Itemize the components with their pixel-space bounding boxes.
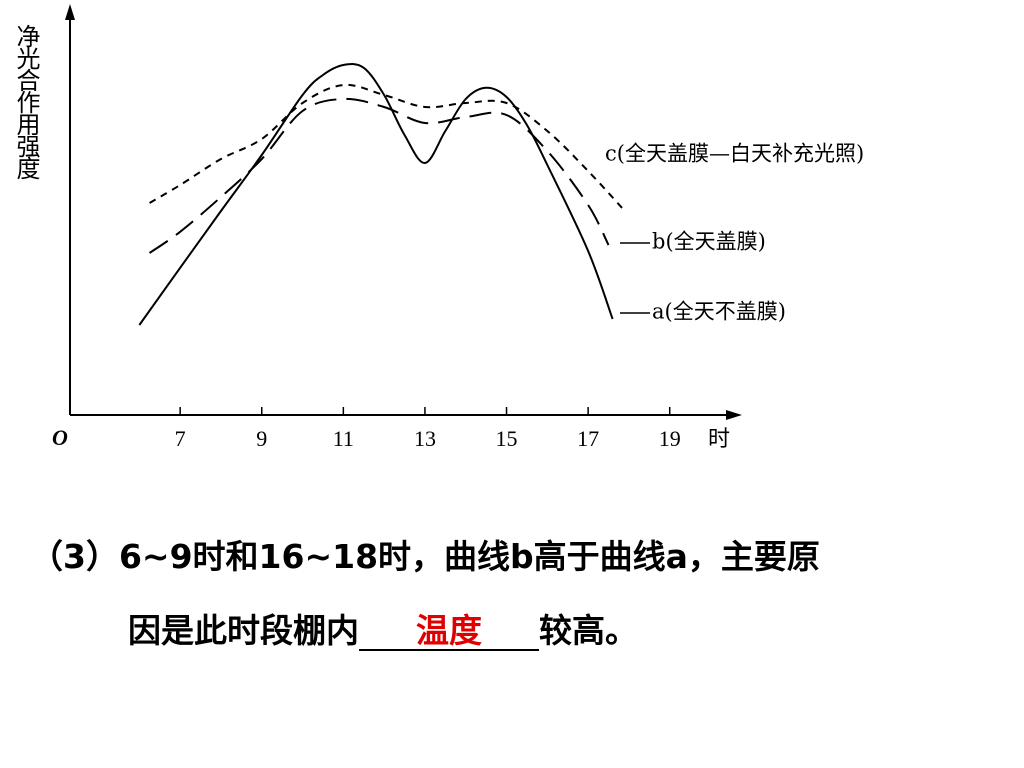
x-tick-label: 11 <box>333 426 354 451</box>
question-line: 因是此时段棚内 温度 较高。 <box>128 604 638 652</box>
legend-label: c(全天盖膜—白天补充光照) <box>605 142 864 166</box>
y-axis-arrow <box>65 4 75 20</box>
line <box>138 63 614 326</box>
x-tick-label: 7 <box>175 426 186 451</box>
x-tick-label: 17 <box>577 426 599 451</box>
x-tick-label: 19 <box>659 426 681 451</box>
answer: 温度 <box>359 613 539 651</box>
line <box>148 97 610 254</box>
question-text: 因是此时段棚内 <box>128 611 359 650</box>
question-line: （3）6~9时和16~18时，曲线b高于曲线a，主要原 <box>30 537 820 576</box>
x-axis-label: 时 <box>708 427 730 452</box>
line <box>149 83 626 212</box>
x-axis-arrow <box>726 410 742 420</box>
origin-label: O <box>52 425 68 450</box>
legend-label: b(全天盖膜) <box>652 230 766 254</box>
x-tick-label: 9 <box>256 426 267 451</box>
x-tick-label: 13 <box>414 426 436 451</box>
x-tick-label: 15 <box>496 426 518 451</box>
legend-label: a(全天不盖膜) <box>652 300 786 324</box>
question-text: 较高。 <box>539 611 638 650</box>
chart: O 时 7 9 11 13 15 17 19 c(全天盖膜—白天补充光照) b(全天盖膜) a(全… <box>52 4 864 452</box>
y-axis-label: 净光合作用强度 <box>12 24 40 178</box>
